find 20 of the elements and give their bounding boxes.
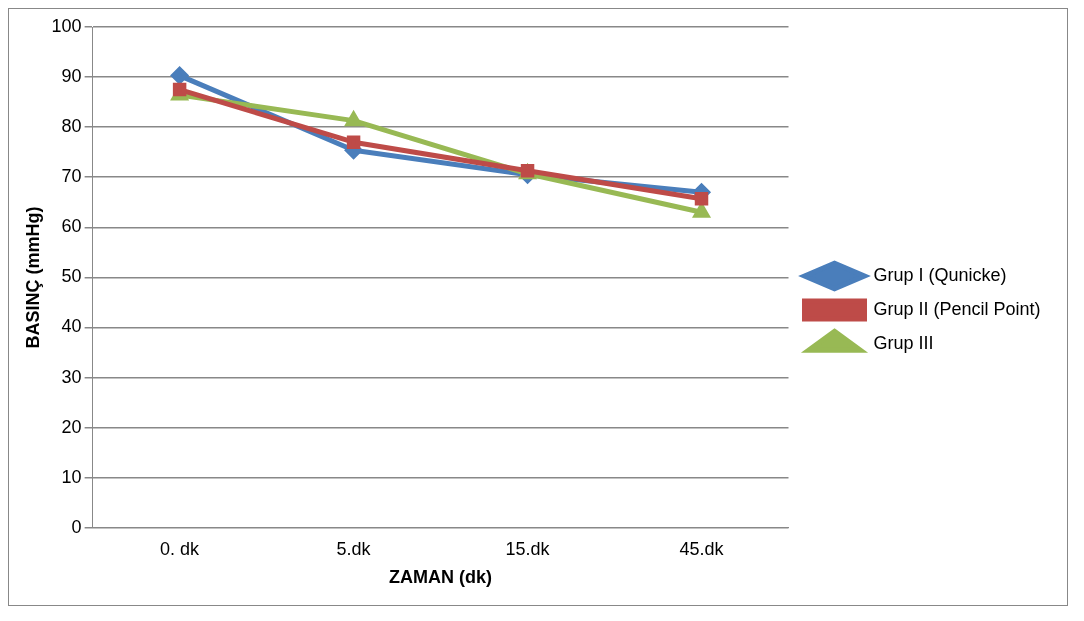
- y-axis-title: BASINÇ (mmHg): [22, 206, 43, 349]
- y-tick-label: 30: [61, 366, 82, 387]
- y-tick-label: 80: [61, 116, 82, 137]
- y-tick-label: 10: [61, 466, 82, 487]
- x-tick-label: 0. dk: [160, 538, 201, 559]
- y-tick-label: 50: [61, 266, 82, 287]
- x-tick-label: 5.dk: [336, 538, 372, 559]
- y-tick-label: 70: [61, 166, 82, 187]
- x-tick-label: 45.dk: [679, 538, 725, 559]
- x-tick-label: 15.dk: [505, 538, 551, 559]
- y-tick-label: 40: [61, 316, 82, 337]
- y-tick-label: 60: [61, 216, 82, 237]
- legend-label: Grup I (Qunicke): [873, 264, 1007, 285]
- y-tick-label: 20: [61, 416, 82, 437]
- legend-label: Grup III: [873, 332, 934, 353]
- y-tick-label: 90: [61, 66, 82, 87]
- x-axis-title: ZAMAN (dk): [389, 567, 493, 588]
- y-tick-label: 0: [71, 516, 82, 537]
- legend-label: Grup II (Pencil Point): [873, 298, 1041, 319]
- y-tick-label: 100: [51, 15, 82, 36]
